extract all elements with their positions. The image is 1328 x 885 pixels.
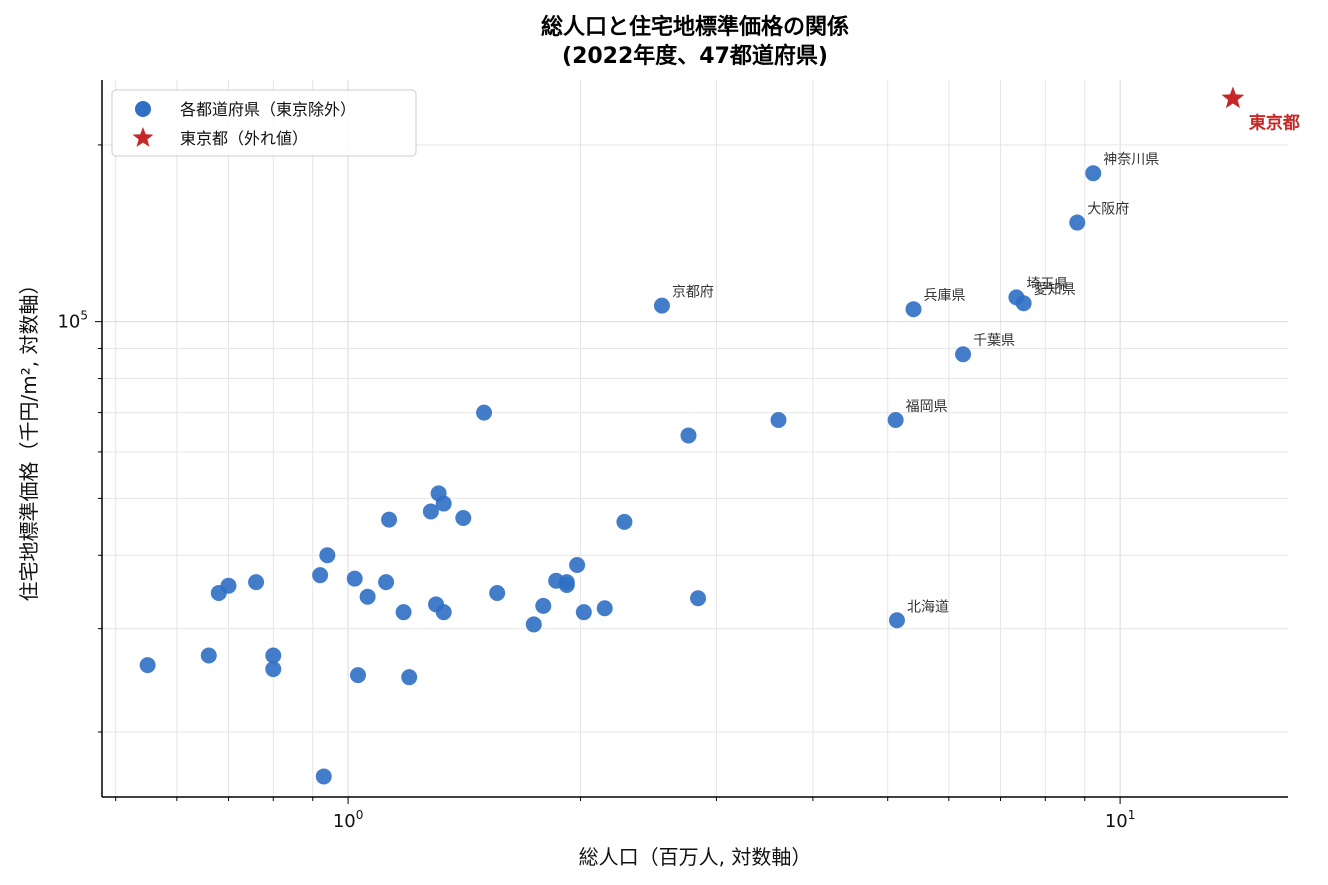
data-point bbox=[548, 572, 565, 589]
data-point bbox=[1069, 214, 1086, 231]
data-point bbox=[381, 511, 398, 528]
data-point bbox=[315, 768, 332, 785]
x-tick-label: 101 bbox=[1105, 808, 1136, 832]
point-annotation: 神奈川県 bbox=[1103, 152, 1159, 168]
data-point bbox=[378, 574, 395, 591]
point-annotation: 埼玉県 bbox=[1026, 276, 1068, 292]
data-point bbox=[312, 567, 329, 584]
data-point bbox=[435, 495, 452, 512]
tick-labels: 100 101 105 bbox=[57, 309, 1135, 832]
data-point bbox=[905, 301, 922, 318]
legend-box bbox=[111, 89, 417, 157]
point-annotation: 大阪府 bbox=[1087, 202, 1129, 218]
axes bbox=[95, 80, 1288, 804]
point-annotation: 京都府 bbox=[672, 285, 714, 301]
data-point bbox=[1015, 295, 1032, 312]
data-point bbox=[489, 584, 506, 601]
data-point bbox=[596, 600, 613, 617]
data-point bbox=[346, 570, 363, 587]
data-point bbox=[476, 404, 493, 421]
y-tick-label: 105 bbox=[57, 309, 88, 333]
data-point bbox=[887, 411, 904, 428]
legend: 各都道府県（東京除外） 東京都（外れ値） bbox=[111, 89, 417, 157]
data-point bbox=[690, 590, 707, 607]
legend-marker-circle bbox=[135, 101, 151, 117]
data-points bbox=[139, 86, 1245, 785]
data-point bbox=[265, 647, 282, 664]
point-annotation: 福岡県 bbox=[906, 399, 948, 415]
data-point bbox=[770, 411, 787, 428]
y-axis-label: 住宅地標準価格（千円/m², 対数軸） bbox=[17, 275, 41, 602]
data-point bbox=[955, 346, 972, 363]
data-point bbox=[210, 584, 227, 601]
data-point bbox=[319, 547, 336, 564]
x-axis-label: 総人口（百万人, 対数軸） bbox=[579, 845, 812, 869]
point-annotation: 兵庫県 bbox=[924, 287, 966, 304]
data-point bbox=[888, 612, 905, 629]
point-annotation: 北海道 bbox=[907, 599, 949, 615]
data-point bbox=[616, 513, 633, 530]
legend-label-tokyo: 東京都（外れ値） bbox=[180, 129, 308, 148]
legend-label-prefectures: 各都道府県（東京除外） bbox=[180, 100, 356, 119]
data-point bbox=[428, 596, 445, 613]
point-annotation: 愛知県 bbox=[1034, 281, 1076, 298]
data-point bbox=[525, 616, 542, 633]
data-point bbox=[359, 588, 376, 605]
data-point bbox=[575, 604, 592, 621]
data-point bbox=[535, 597, 552, 614]
annotation-tokyo: 東京都 bbox=[1249, 112, 1300, 133]
data-point bbox=[200, 647, 217, 664]
data-point bbox=[265, 661, 282, 678]
data-point bbox=[653, 297, 670, 314]
data-point bbox=[680, 427, 697, 444]
data-point bbox=[139, 657, 156, 674]
legend-marker-star bbox=[132, 127, 154, 147]
data-point bbox=[569, 557, 586, 574]
x-tick-label: 100 bbox=[333, 808, 364, 832]
grid bbox=[102, 80, 1288, 797]
chart-title-line-2: (2022年度、47都道府県) bbox=[562, 43, 828, 69]
point-annotation: 千葉県 bbox=[973, 333, 1015, 349]
data-point bbox=[1085, 165, 1102, 182]
data-point bbox=[349, 667, 366, 684]
data-point-tokyo-star bbox=[1221, 86, 1245, 109]
data-point bbox=[395, 604, 412, 621]
data-point bbox=[422, 503, 439, 520]
data-point bbox=[248, 574, 265, 591]
chart-title-line-1: 総人口と住宅地標準価格の関係 bbox=[541, 14, 849, 40]
data-point bbox=[455, 509, 472, 526]
data-point bbox=[401, 669, 418, 686]
